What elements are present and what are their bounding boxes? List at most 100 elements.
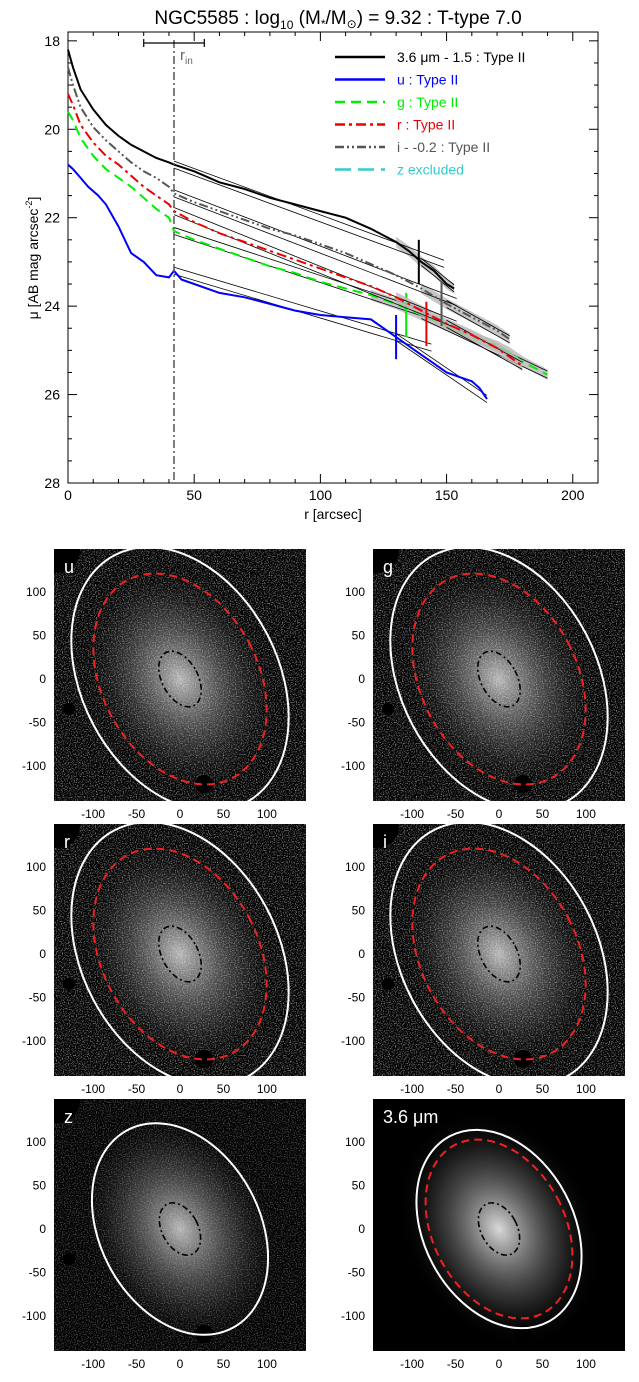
series-line [67,49,455,290]
panel-y-tick-label: -100 [341,1034,365,1048]
panel-y-tick-label: 50 [33,629,47,643]
panel-y-tick-label: -100 [22,1034,46,1048]
panel-y-tick-label: 50 [33,1179,47,1193]
series-fit-line [395,340,488,403]
galaxy-glow [77,834,283,1074]
isophote-ellipse [90,1122,270,1336]
panel-y-tick-label: 100 [26,585,46,599]
plot-area [67,49,548,403]
panel-y-tick-label: -100 [341,1309,365,1323]
y-tick-label: 24 [44,298,60,314]
r-in-label: rin [180,47,193,67]
r-in-marker: rin [143,39,205,483]
panel-y-tick-label: 100 [26,860,46,874]
panel-image [54,824,306,1076]
panel-x-tick-label: -100 [81,807,105,821]
mask-circle [382,703,394,715]
legend-label: z excluded [397,162,464,178]
panel-label: 3.6 μm [383,1107,438,1127]
panel-x-tick-label: 100 [257,1357,277,1371]
panel-x-tick-label: 0 [496,1082,503,1096]
x-axis-ticks: 0 50 100 150 200 [64,32,599,503]
galaxy-glow [77,1109,283,1349]
panel-x-tick-label: 0 [496,1357,503,1371]
panel-image [373,824,625,1076]
isophote-ellipse [157,925,203,983]
isophote-ellipse [158,1202,202,1256]
mask-circle [514,775,532,793]
panel-image [54,1099,306,1351]
image-panel: z -100 -100 -50 -50 0 0 50 50 100 100 [22,1099,306,1371]
series-fit-line [446,307,510,344]
panel-y-tick-label: 100 [345,1135,365,1149]
x-tick-label: 100 [309,487,333,503]
panel-y-tick-label: 50 [352,1179,366,1193]
isophote-ellipse [157,650,203,708]
legend-label: g : Type II [397,94,458,110]
legend: 3.6 μm - 1.5 : Type II u : Type II g : Typ… [335,49,525,178]
panel-y-tick-label: -50 [348,990,366,1004]
panel-x-tick-label: -50 [128,1082,146,1096]
x-axis-label: r [arcsec] [304,506,362,522]
chart-title: NGC5585 : log10 (M*/M⊙) = 9.32 : T-type … [154,8,521,32]
panel-x-tick-label: 100 [257,1082,277,1096]
panel-y-tick-label: 0 [39,1222,46,1236]
panel-x-tick-label: 100 [257,807,277,821]
x-tick-label: 50 [186,487,202,503]
panel-y-tick-label: -50 [348,1265,366,1279]
panel-x-tick-label: -50 [447,1357,465,1371]
panel-x-tick-label: 50 [217,807,231,821]
image-panel: r -100 -100 -50 -50 0 0 50 50 100 100 [22,824,306,1096]
mask-circle [54,824,80,848]
panel-y-tick-label: -50 [348,715,366,729]
panel-x-tick-label: -50 [128,807,146,821]
isophote-ellipse [389,549,609,801]
panel-image [373,549,625,801]
mask-circle [63,703,75,715]
isophote-ellipse [411,847,587,1061]
panel-y-tick-label: 0 [358,1222,365,1236]
panel-x-tick-label: 0 [496,807,503,821]
isophote-ellipse [92,572,268,786]
panel-y-tick-label: 50 [352,904,366,918]
mask-circle [373,1099,399,1123]
series-fit-line [173,214,457,329]
mask-circle [382,978,394,990]
panel-x-tick-label: 100 [576,807,596,821]
series-uncertainty-band [396,292,523,372]
panel-x-tick-label: -100 [400,1357,424,1371]
series-line [67,93,523,367]
y-tick-label: 26 [44,387,60,403]
isophote-ellipse [70,549,290,801]
legend-label: 3.6 μm - 1.5 : Type II [397,49,525,65]
panel-y-tick-label: 50 [352,629,366,643]
panel-x-tick-label: 50 [217,1082,231,1096]
series-fit-line [173,207,457,322]
isophote-ellipse [70,824,290,1076]
mask-circle [195,775,213,793]
x-tick-label: 0 [64,487,72,503]
panel-x-tick-label: 100 [576,1082,596,1096]
panel-x-tick-label: -50 [447,807,465,821]
panel-y-tick-label: -50 [29,1265,47,1279]
legend-label: r : Type II [397,117,455,133]
x-tick-label: 150 [435,487,459,503]
series-fit-line [173,189,457,299]
panel-label: g [383,557,393,577]
image-panel: i -100 -100 -50 -50 0 0 50 50 100 100 [341,824,625,1096]
panel-y-tick-label: -100 [22,759,46,773]
isophote-ellipse [477,1202,521,1256]
panel-y-tick-label: 100 [26,1135,46,1149]
panel-y-tick-label: 100 [345,860,365,874]
galaxy-glow [396,834,602,1074]
panel-y-tick-label: -100 [22,1309,46,1323]
panel-x-tick-label: 50 [536,1357,550,1371]
series-fit-line [446,300,510,337]
series-line [67,163,488,400]
isophote-ellipse [424,1138,574,1320]
mask-circle [373,549,399,573]
isophote-ellipse [476,925,522,983]
isophote-ellipse [415,1128,583,1330]
isophote-ellipse [389,824,609,1076]
